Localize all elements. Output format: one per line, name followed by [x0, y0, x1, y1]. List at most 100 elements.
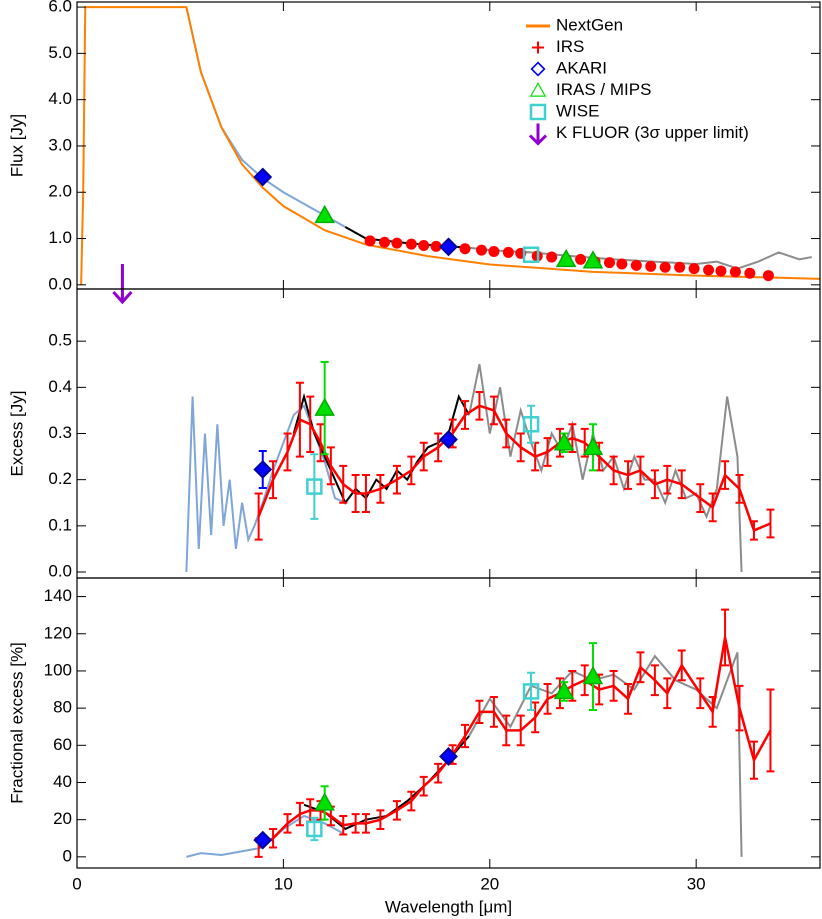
error-bar	[677, 469, 686, 500]
error-bar	[475, 390, 484, 421]
y-tick-label: 0.4	[48, 377, 72, 396]
point	[582, 250, 604, 269]
point	[439, 237, 458, 257]
y-tick-label: 4.0	[48, 89, 72, 108]
y-tick-label: 0	[63, 846, 72, 865]
legend-label: IRAS / MIPS	[556, 80, 651, 99]
error-bar	[766, 688, 775, 773]
error-bar	[434, 432, 443, 463]
error-bar	[721, 608, 730, 667]
error-bar	[361, 474, 370, 513]
point	[314, 792, 335, 811]
point	[546, 251, 558, 263]
point	[253, 830, 273, 850]
point	[522, 246, 540, 263]
point	[314, 397, 335, 416]
point	[616, 258, 628, 270]
error-bar	[407, 790, 416, 812]
y-tick-label: 0.1	[48, 515, 72, 534]
point	[582, 665, 604, 685]
error-bar	[295, 801, 304, 827]
error-bar	[434, 762, 443, 784]
point	[645, 260, 657, 272]
error-bar	[696, 677, 705, 710]
line	[292, 392, 471, 505]
error-bar	[489, 695, 498, 728]
error-bar	[269, 827, 278, 849]
error-bar	[735, 684, 744, 732]
x-axis-label: Wavelength [μm]	[385, 897, 512, 916]
y-tick-label: 3.0	[48, 135, 72, 154]
point	[306, 478, 323, 495]
legend-symbol	[528, 123, 548, 146]
error-bar	[527, 671, 536, 711]
y-tick-label: 140	[44, 586, 72, 605]
legend-symbol	[530, 61, 546, 77]
y-tick-label: 5.0	[48, 43, 72, 62]
error-bar	[326, 446, 335, 486]
y-tick-label: 0.0	[48, 274, 72, 293]
upper-limit	[112, 264, 133, 305]
error-bar	[295, 381, 304, 458]
error-bar	[516, 432, 525, 463]
error-bar	[636, 455, 645, 486]
point	[253, 167, 273, 187]
x-tick-label: 0	[72, 874, 81, 893]
error-bar	[306, 395, 315, 453]
plot-area	[80, 6, 820, 285]
point	[430, 240, 442, 252]
error-bar	[269, 460, 278, 500]
error-bar	[543, 437, 552, 467]
legend-label: IRS	[556, 37, 584, 56]
point	[522, 683, 540, 700]
error-bar	[392, 800, 401, 821]
point	[688, 263, 700, 275]
y-tick-label: 20	[53, 809, 72, 828]
error-bar	[527, 404, 536, 444]
point	[418, 239, 430, 251]
error-bar	[624, 460, 633, 490]
line	[80, 6, 820, 285]
y-tick-label: 80	[53, 698, 72, 717]
legend-symbol	[529, 103, 547, 121]
error-bar	[650, 469, 659, 500]
error-bar	[708, 492, 717, 523]
y-tick-label: 60	[53, 735, 72, 754]
error-bar	[283, 813, 292, 834]
error-bar	[475, 699, 484, 724]
point	[405, 238, 417, 250]
error-bar	[461, 723, 470, 749]
point	[555, 248, 577, 268]
point	[715, 265, 727, 277]
y-tick-label: 0.0	[48, 561, 72, 580]
point	[488, 246, 500, 258]
binned-line	[257, 637, 772, 849]
error-bar	[376, 474, 385, 504]
error-bar	[721, 460, 730, 490]
y-tick-label: 0.3	[48, 423, 72, 442]
y-tick-label: 40	[53, 772, 72, 791]
point	[553, 680, 575, 700]
error-bar	[419, 441, 428, 472]
error-bar	[419, 775, 428, 797]
error-bar	[376, 809, 385, 830]
error-bar	[310, 453, 319, 520]
error-bar	[749, 520, 758, 541]
error-bar	[624, 682, 633, 715]
point	[630, 259, 642, 271]
point	[744, 267, 756, 279]
legend-label: WISE	[556, 101, 599, 120]
point	[729, 266, 741, 278]
point	[575, 253, 587, 265]
point	[476, 244, 488, 256]
error-bar	[636, 651, 645, 684]
legend-symbol	[529, 82, 547, 97]
legend-symbol	[532, 41, 544, 54]
error-bar	[531, 701, 540, 734]
y-tick-label: 6.0	[48, 0, 72, 16]
error-bar	[609, 455, 618, 486]
point	[253, 460, 273, 479]
error-bar	[461, 400, 470, 430]
point	[391, 237, 403, 249]
